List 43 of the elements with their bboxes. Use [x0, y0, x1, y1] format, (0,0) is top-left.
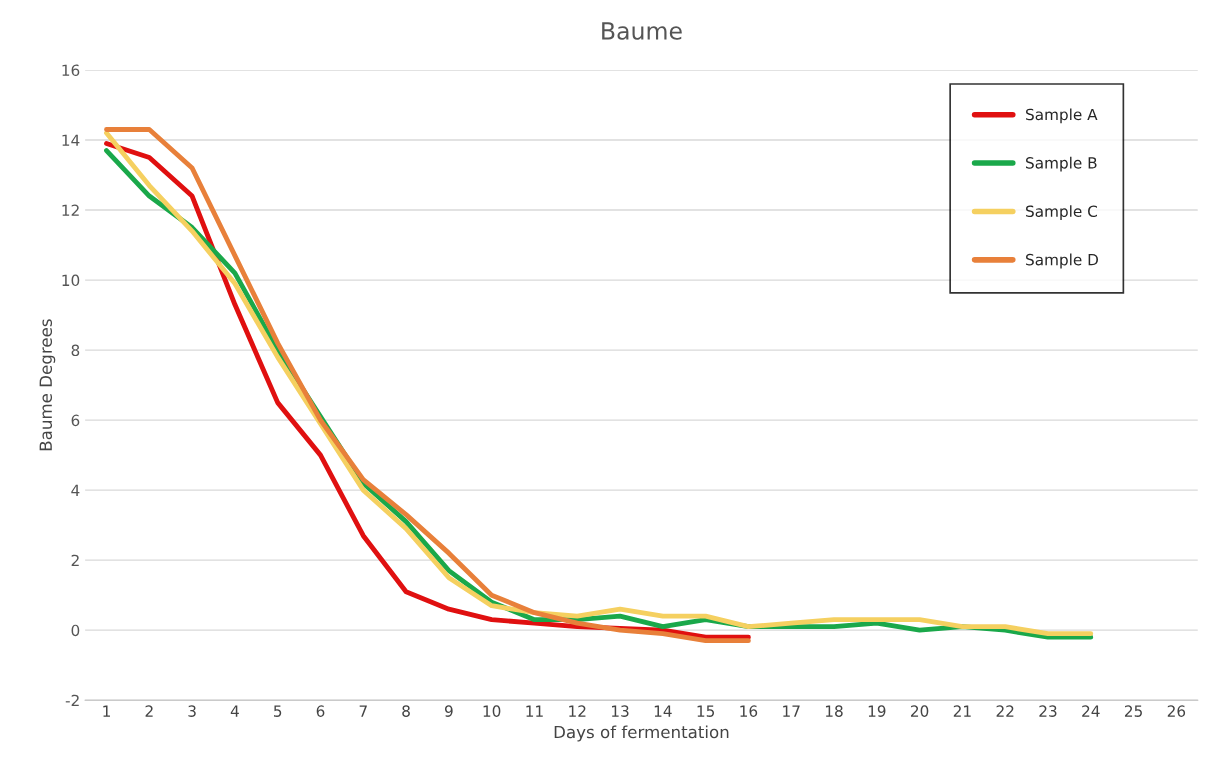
- x-axis-title: Days of fermentation: [554, 725, 729, 742]
- x-tick-label: 14: [654, 705, 672, 717]
- x-tick-label: 19: [868, 705, 886, 717]
- legend-label: Sample C: [1026, 205, 1097, 220]
- x-tick-label: 15: [697, 705, 715, 717]
- y-tick-label: 12: [62, 204, 79, 216]
- legend-label: Sample B: [1026, 156, 1097, 172]
- y-tick-label: 16: [62, 64, 80, 77]
- x-tick-label: 7: [359, 705, 367, 717]
- x-tick-label: 9: [444, 705, 453, 717]
- x-tick-label: 10: [483, 705, 501, 717]
- y-tick-label: 10: [62, 274, 80, 287]
- x-tick-label: 24: [1082, 705, 1100, 717]
- legend-label: Sample D: [1026, 253, 1099, 269]
- x-tick-label: 22: [996, 705, 1014, 717]
- x-tick-label: 16: [740, 705, 758, 717]
- y-tick-label: 2: [71, 554, 79, 566]
- y-tick-label: 4: [71, 484, 80, 496]
- chart-title: Baume: [602, 22, 682, 40]
- y-axis-title: Baume Degrees: [39, 319, 56, 451]
- y-tick-label: -2: [65, 694, 79, 706]
- x-tick-label: 12: [569, 705, 586, 717]
- x-tick-label: 5: [274, 705, 282, 717]
- x-tick-label: 26: [1167, 705, 1186, 717]
- x-tick-label: 2: [145, 705, 153, 717]
- x-tick-label: 11: [526, 705, 543, 717]
- y-tick-label: 0: [71, 624, 80, 637]
- x-tick-label: 8: [402, 705, 410, 717]
- x-tick-label: 17: [783, 705, 800, 717]
- x-tick-label: 3: [188, 705, 196, 717]
- legend-label: Sample A: [1026, 108, 1098, 124]
- x-tick-label: 1: [103, 705, 110, 717]
- y-tick-label: 14: [62, 134, 80, 146]
- x-tick-label: 25: [1124, 705, 1142, 717]
- y-tick-label: 8: [71, 344, 80, 357]
- x-tick-label: 20: [911, 705, 929, 717]
- x-tick-label: 6: [316, 705, 325, 717]
- x-tick-label: 13: [612, 705, 629, 717]
- x-tick-label: 4: [230, 705, 239, 717]
- x-tick-label: 23: [1039, 705, 1057, 717]
- y-tick-label: 6: [71, 414, 80, 427]
- x-tick-label: 21: [953, 705, 971, 717]
- x-tick-label: 18: [825, 705, 843, 717]
